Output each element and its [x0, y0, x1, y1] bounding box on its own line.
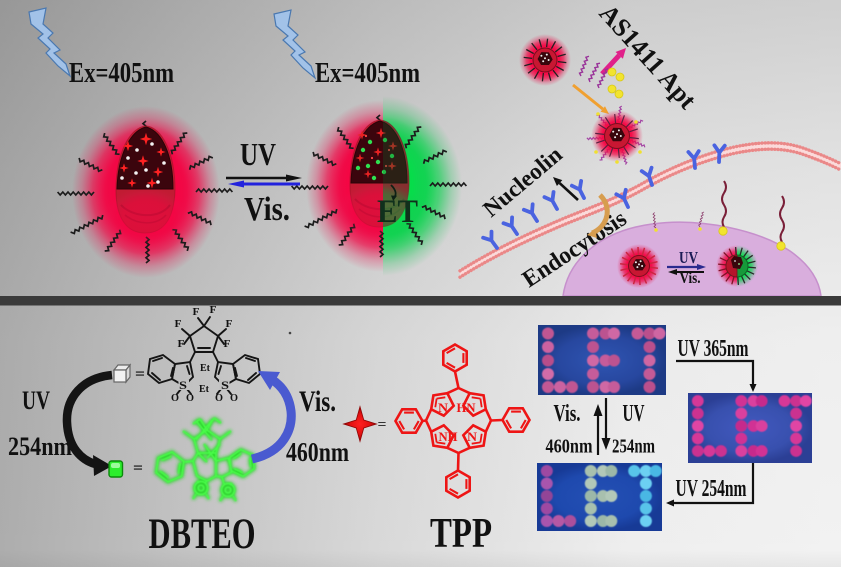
svg-text:F: F — [224, 338, 231, 350]
svg-text:O: O — [171, 392, 179, 404]
svg-text:Ex=405nm: Ex=405nm — [315, 58, 420, 89]
svg-text:=: = — [378, 417, 387, 433]
svg-text:NH: NH — [439, 429, 458, 444]
svg-text:254nm: 254nm — [612, 436, 655, 458]
svg-text:F: F — [178, 338, 185, 350]
svg-text:=: = — [133, 460, 143, 477]
svg-text:DBTEO: DBTEO — [149, 511, 256, 558]
svg-text:254nm: 254nm — [8, 432, 72, 461]
svg-text:S: S — [221, 378, 229, 392]
svg-text:HN: HN — [457, 400, 477, 415]
svg-text:Vis.: Vis. — [299, 385, 336, 418]
svg-text:UV 254nm: UV 254nm — [676, 476, 747, 502]
svg-text:TPP: TPP — [430, 511, 492, 557]
svg-text:=: = — [135, 366, 145, 383]
svg-text:O: O — [215, 392, 223, 404]
svg-text:O: O — [230, 392, 238, 404]
svg-text:N: N — [438, 400, 449, 415]
svg-text:460nm: 460nm — [286, 437, 349, 467]
svg-text:S: S — [179, 378, 187, 392]
svg-text:Vis.: Vis. — [680, 270, 701, 287]
svg-text:UV: UV — [240, 136, 276, 172]
svg-text:UV: UV — [22, 386, 50, 415]
svg-text:UV: UV — [623, 401, 645, 427]
svg-text:Vis.: Vis. — [554, 401, 581, 427]
svg-text:F: F — [175, 318, 182, 330]
svg-text:N: N — [467, 429, 478, 444]
svg-text:Et: Et — [200, 363, 211, 374]
svg-text:F: F — [226, 318, 233, 330]
svg-text:F: F — [210, 304, 217, 316]
svg-text:UV 365nm: UV 365nm — [678, 336, 749, 362]
svg-text:O: O — [186, 392, 194, 404]
svg-text:460nm: 460nm — [546, 436, 593, 458]
svg-text:ET: ET — [377, 194, 418, 230]
svg-text:Ex=405nm: Ex=405nm — [69, 58, 174, 89]
svg-text:Vis.: Vis. — [244, 191, 290, 228]
svg-text:F: F — [193, 306, 200, 318]
svg-text:UV: UV — [679, 248, 699, 267]
svg-text:Et: Et — [199, 384, 210, 395]
